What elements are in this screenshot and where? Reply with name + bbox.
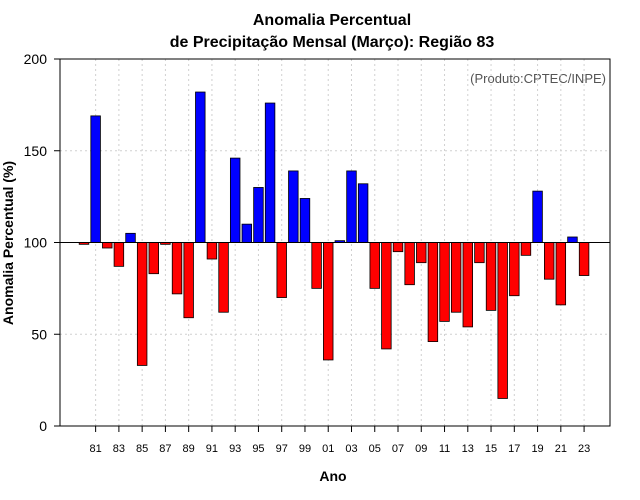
x-axis-ticks: 81 83 85 87 89 91 93 95 97 99 01 03 05 07 09 11 13 15 17 19… [90, 426, 590, 455]
y-tick-label: 150 [24, 143, 48, 159]
bar-83 [113, 242, 125, 267]
bar-84 [125, 232, 136, 243]
bar-14 [474, 242, 485, 264]
x-tick-label: 07 [392, 443, 404, 455]
x-axis-title: Ano [319, 468, 346, 484]
x-tick-label: 83 [113, 443, 125, 455]
bar-20 [544, 242, 555, 280]
bar-09 [416, 242, 427, 264]
bar-03 [346, 170, 357, 243]
bar-91 [206, 242, 218, 260]
bar-21 [555, 242, 567, 306]
bar-23 [578, 242, 590, 276]
x-tick-label: 03 [345, 443, 357, 455]
bar-19 [532, 190, 543, 243]
x-tick-label: 21 [555, 443, 567, 455]
y-axis-ticks: 0 50 100 150 200 [24, 51, 60, 434]
bar-90 [195, 91, 206, 243]
x-tick-label: 09 [415, 443, 427, 455]
x-tick-label: 91 [206, 443, 218, 455]
x-tick-label: 05 [369, 443, 381, 455]
y-tick-label: 200 [24, 51, 48, 67]
x-tick-label: 23 [578, 443, 590, 455]
x-tick-label: 81 [90, 443, 102, 455]
x-tick-label: 99 [299, 443, 311, 455]
x-tick-label: 95 [252, 443, 264, 455]
bar-89 [183, 242, 194, 319]
bar-18 [520, 242, 532, 256]
y-axis-title: Anomalia Percentual (%) [0, 161, 16, 325]
bar-10 [427, 242, 439, 342]
x-tick-label: 89 [183, 443, 195, 455]
bars [60, 91, 610, 399]
bar-11 [439, 242, 450, 322]
bar-15 [485, 242, 497, 311]
x-tick-label: 11 [439, 443, 450, 455]
bar-00 [311, 242, 322, 289]
bar-94 [241, 223, 253, 243]
bar-13 [462, 242, 473, 328]
x-tick-label: 17 [508, 443, 520, 455]
gridlines [60, 59, 610, 426]
bar-06 [381, 242, 392, 350]
chart-subtitle: de Precipitação Mensal (Março): Região 8… [170, 34, 495, 51]
bar-98 [288, 170, 299, 243]
bar-01 [323, 242, 334, 361]
bar-16 [497, 242, 508, 399]
bar-82 [102, 242, 113, 249]
bar-04 [357, 183, 369, 243]
x-tick-label: 19 [531, 443, 543, 455]
bar-08 [404, 242, 415, 286]
bar-22 [567, 236, 578, 243]
x-tick-label: 93 [229, 443, 241, 455]
bar-12 [450, 242, 462, 313]
bar-85 [136, 242, 148, 366]
bar-88 [171, 242, 183, 295]
credit-label: (Produto:CPTEC/INPE) [470, 71, 606, 86]
x-tick-label: 15 [485, 443, 497, 455]
bar-96 [264, 102, 276, 243]
bar-93 [229, 157, 241, 243]
bar-97 [276, 242, 287, 298]
bar-07 [392, 242, 404, 253]
y-tick-label: 100 [24, 235, 48, 251]
x-tick-label: 01 [322, 443, 334, 455]
y-tick-label: 0 [39, 418, 47, 434]
bar-95 [253, 187, 264, 243]
x-tick-label: 85 [136, 443, 148, 455]
y-tick-label: 50 [31, 326, 47, 342]
x-tick-label: 97 [276, 443, 288, 455]
plot-frame [59, 58, 611, 427]
bar-05 [369, 242, 380, 289]
bar-92 [218, 242, 229, 313]
bar-86 [148, 242, 159, 275]
bar-81 [90, 115, 101, 243]
bar-17 [509, 242, 520, 297]
x-tick-label: 87 [159, 443, 171, 455]
x-tick-label: 13 [462, 443, 474, 455]
bar-99 [299, 198, 311, 243]
chart-title: Anomalia Percentual [253, 12, 411, 29]
